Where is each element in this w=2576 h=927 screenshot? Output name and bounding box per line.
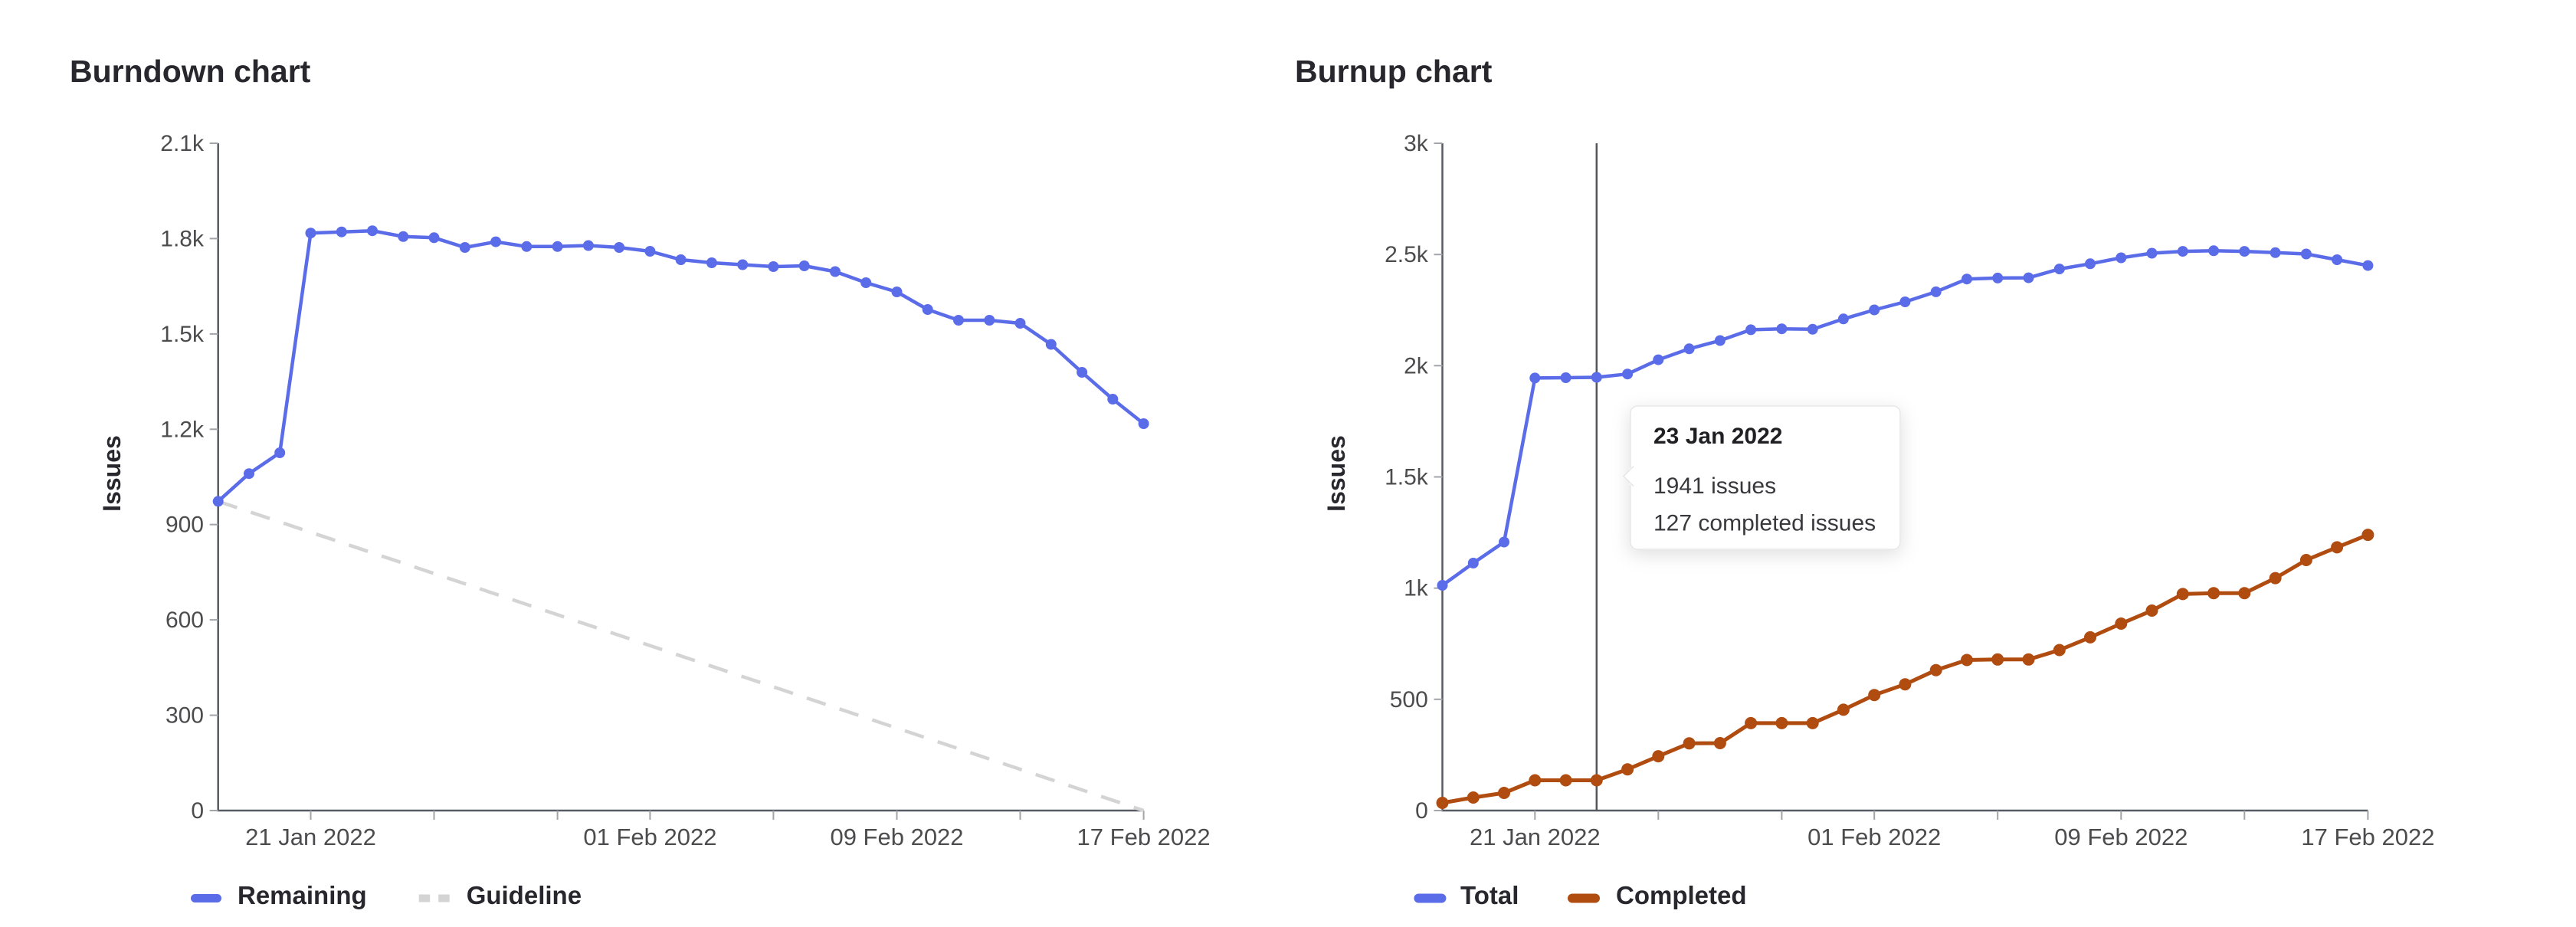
svg-text:Total: Total (1460, 881, 1519, 909)
svg-text:2.1k: 2.1k (160, 131, 205, 156)
svg-text:1.5k: 1.5k (160, 322, 205, 347)
svg-text:21 Jan 2022: 21 Jan 2022 (1470, 824, 1601, 850)
svg-text:Burndown chart: Burndown chart (70, 54, 311, 89)
svg-text:3k: 3k (1404, 131, 1429, 156)
svg-text:600: 600 (166, 608, 204, 633)
svg-text:1.2k: 1.2k (160, 417, 205, 442)
svg-text:09 Feb 2022: 09 Feb 2022 (2054, 824, 2188, 850)
svg-text:21 Jan 2022: 21 Jan 2022 (245, 824, 376, 850)
svg-text:0: 0 (191, 798, 204, 824)
svg-text:17 Feb 2022: 17 Feb 2022 (1077, 824, 1211, 850)
svg-text:900: 900 (166, 513, 204, 538)
svg-text:Issues: Issues (98, 435, 126, 512)
svg-text:1.8k: 1.8k (160, 226, 205, 251)
svg-text:Remaining: Remaining (238, 881, 367, 909)
svg-text:2.5k: 2.5k (1385, 242, 1429, 267)
svg-text:300: 300 (166, 703, 204, 729)
svg-text:Completed: Completed (1616, 881, 1747, 909)
svg-text:23 Jan 2022: 23 Jan 2022 (1653, 424, 1782, 449)
svg-text:1k: 1k (1404, 576, 1429, 601)
svg-text:0: 0 (1415, 798, 1428, 824)
svg-text:17 Feb 2022: 17 Feb 2022 (2301, 824, 2434, 850)
svg-text:01 Feb 2022: 01 Feb 2022 (1807, 824, 1941, 850)
svg-text:09 Feb 2022: 09 Feb 2022 (830, 824, 963, 850)
svg-text:01 Feb 2022: 01 Feb 2022 (583, 824, 716, 850)
svg-text:500: 500 (1390, 687, 1428, 712)
svg-text:Guideline: Guideline (467, 881, 582, 909)
svg-text:1941 issues: 1941 issues (1653, 473, 1776, 499)
svg-text:Burnup chart: Burnup chart (1295, 54, 1493, 89)
svg-text:127 completed issues: 127 completed issues (1653, 511, 1876, 536)
svg-text:2k: 2k (1404, 353, 1429, 378)
svg-text:1.5k: 1.5k (1385, 465, 1429, 490)
svg-text:Issues: Issues (1322, 435, 1350, 512)
